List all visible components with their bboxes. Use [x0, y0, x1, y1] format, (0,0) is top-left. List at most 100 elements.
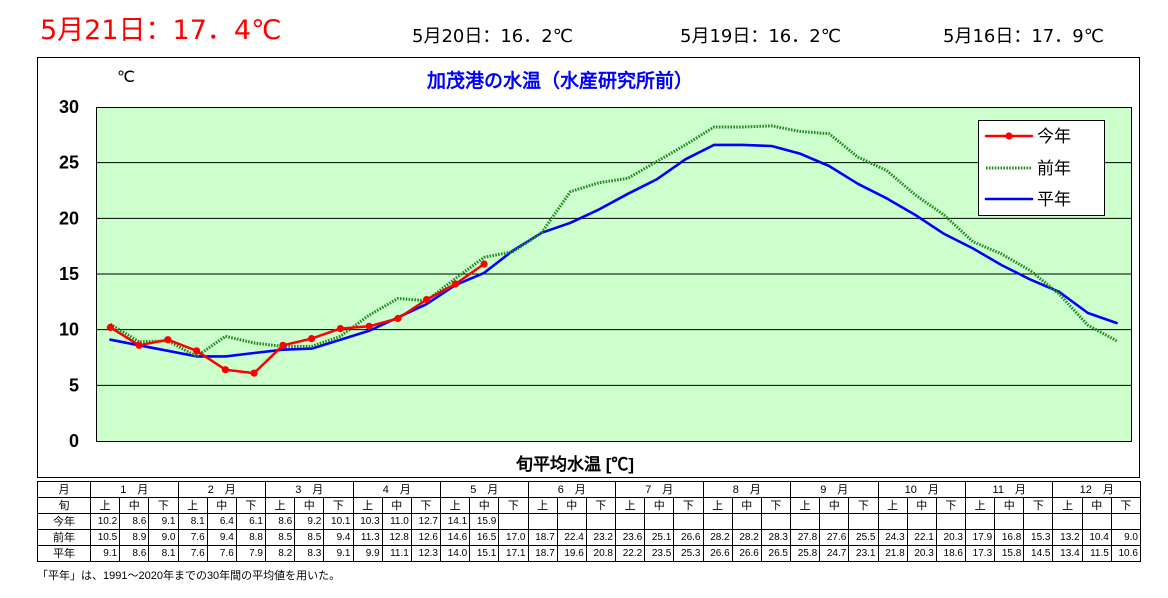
table-cell: 12.8: [381, 529, 412, 546]
y-tick-label: 5: [69, 375, 79, 395]
y-tick-label: 10: [59, 320, 79, 340]
series-line-last-year: [109, 124, 1118, 358]
table-cell: 20.8: [585, 545, 617, 562]
table-cell: [585, 513, 617, 530]
data-point: [221, 366, 229, 374]
table-cell: 22.2: [614, 545, 646, 562]
month-header-cell: 11 月: [964, 481, 1054, 498]
table-cell: [877, 513, 908, 530]
table-cell: 9.0: [1110, 529, 1141, 546]
table-cell: 7.6: [206, 545, 237, 562]
table-cell: 11.0: [381, 513, 412, 530]
table-cell: [498, 513, 529, 530]
period-header-cell: 中: [994, 497, 1025, 514]
table-cell: [994, 513, 1025, 530]
table-cell: 15.3: [1023, 529, 1054, 546]
table-cell: 15.9: [469, 513, 500, 530]
table-cell: 11.1: [381, 545, 412, 562]
y-tick-label: 20: [59, 208, 79, 228]
chart-title: 加茂港の水温（水産研究所前）: [426, 69, 693, 92]
data-point: [250, 369, 258, 377]
table-cell: 7.9: [235, 545, 267, 562]
table-cell: [935, 513, 966, 530]
table-cell: 9.4: [323, 529, 354, 546]
table-cell: 12.7: [410, 513, 442, 530]
table-cell: 26.5: [760, 545, 792, 562]
period-row: 旬上中下上中下上中下上中下上中下上中下上中下上中下上中下上中下上中下上中下: [37, 497, 1141, 514]
table-cell: 27.8: [789, 529, 821, 546]
data-point: [394, 314, 402, 323]
period-header-cell: 上: [964, 497, 996, 514]
period-header-cell: 中: [644, 497, 675, 514]
month-header-cell: 12 月: [1052, 481, 1141, 498]
table-cell: 11.3: [352, 529, 383, 546]
y-tick-label: 0: [69, 431, 79, 451]
table-cell: [906, 513, 937, 530]
month-header-cell: 2 月: [177, 481, 266, 498]
table-cell: [1023, 513, 1054, 530]
table-cell: 8.6: [119, 513, 150, 530]
table-row: 平年 9.1 8.6 8.1 7.6 7.6 7.9 8.2 8.3 9.1 9.9 11.1 12.3…: [37, 545, 1141, 562]
table-cell: 14.0: [439, 545, 471, 562]
recent-temperature-1: 5月20日：16．2℃: [412, 26, 573, 47]
period-header-cell: 下: [148, 497, 179, 514]
table-cell: 9.2: [294, 513, 325, 530]
table-cell: 26.6: [702, 545, 733, 562]
table-cell: 8.8: [235, 529, 267, 546]
period-header-cell: 上: [264, 497, 296, 514]
table-cell: 9.1: [323, 545, 354, 562]
period-header-cell: 下: [935, 497, 966, 514]
period-header-cell: 上: [789, 497, 821, 514]
table-cell: 17.0: [498, 529, 529, 546]
x-axis-label: 旬平均水温 [℃]: [515, 454, 634, 474]
y-tick-label: 25: [59, 153, 79, 173]
period-header-cell: 中: [731, 497, 762, 514]
table-cell: [644, 513, 675, 530]
period-header-cell: 中: [469, 497, 500, 514]
legend-marker-this-year: [1005, 132, 1013, 140]
table-cell: 10.3: [352, 513, 383, 530]
period-header-cell: 下: [760, 497, 792, 514]
table-cell: 15.8: [994, 545, 1025, 562]
table-cell: [964, 513, 996, 530]
table-cell: 8.6: [264, 513, 296, 530]
gridlines: [96, 162, 1131, 386]
data-point: [423, 296, 431, 304]
data-point: [451, 280, 459, 288]
table-cell: 18.7: [527, 545, 558, 562]
table-cell: [760, 513, 792, 530]
table-cell: 28.3: [760, 529, 792, 546]
period-header-cell: 中: [119, 497, 150, 514]
table-cell: 25.5: [848, 529, 879, 546]
period-header-cell: 中: [206, 497, 237, 514]
table-cell: 28.2: [731, 529, 762, 546]
period-header-cell: 中: [819, 497, 850, 514]
legend-label-last-year: 前年: [1037, 159, 1071, 178]
row-label: 平年: [37, 545, 91, 562]
table-cell: [819, 513, 850, 530]
y-tick-label: 30: [59, 97, 79, 117]
table-cell: 8.5: [264, 529, 296, 546]
period-header-cell: 上: [614, 497, 646, 514]
table-cell: 10.6: [1110, 545, 1141, 562]
table-cell: 15.1: [469, 545, 500, 562]
table-header-month: 月: [37, 481, 91, 498]
table-cell: 22.4: [556, 529, 587, 546]
period-header-cell: 下: [1110, 497, 1141, 514]
table-cell: 13.2: [1052, 529, 1083, 546]
recent-temperature-2: 5月19日：16．2℃: [680, 26, 841, 47]
period-header-cell: 下: [673, 497, 704, 514]
data-point: [336, 325, 344, 333]
table-cell: 21.8: [877, 545, 908, 562]
data-point: [106, 323, 114, 331]
table-cell: 26.6: [673, 529, 704, 546]
y-axis: 0 5 10 15 20 25 30: [59, 97, 79, 451]
table-cell: 8.6: [119, 545, 150, 562]
table-cell: 10.5: [89, 529, 121, 546]
table-cell: 6.1: [235, 513, 267, 530]
table-cell: 20.3: [906, 545, 937, 562]
table-cell: 17.3: [964, 545, 996, 562]
